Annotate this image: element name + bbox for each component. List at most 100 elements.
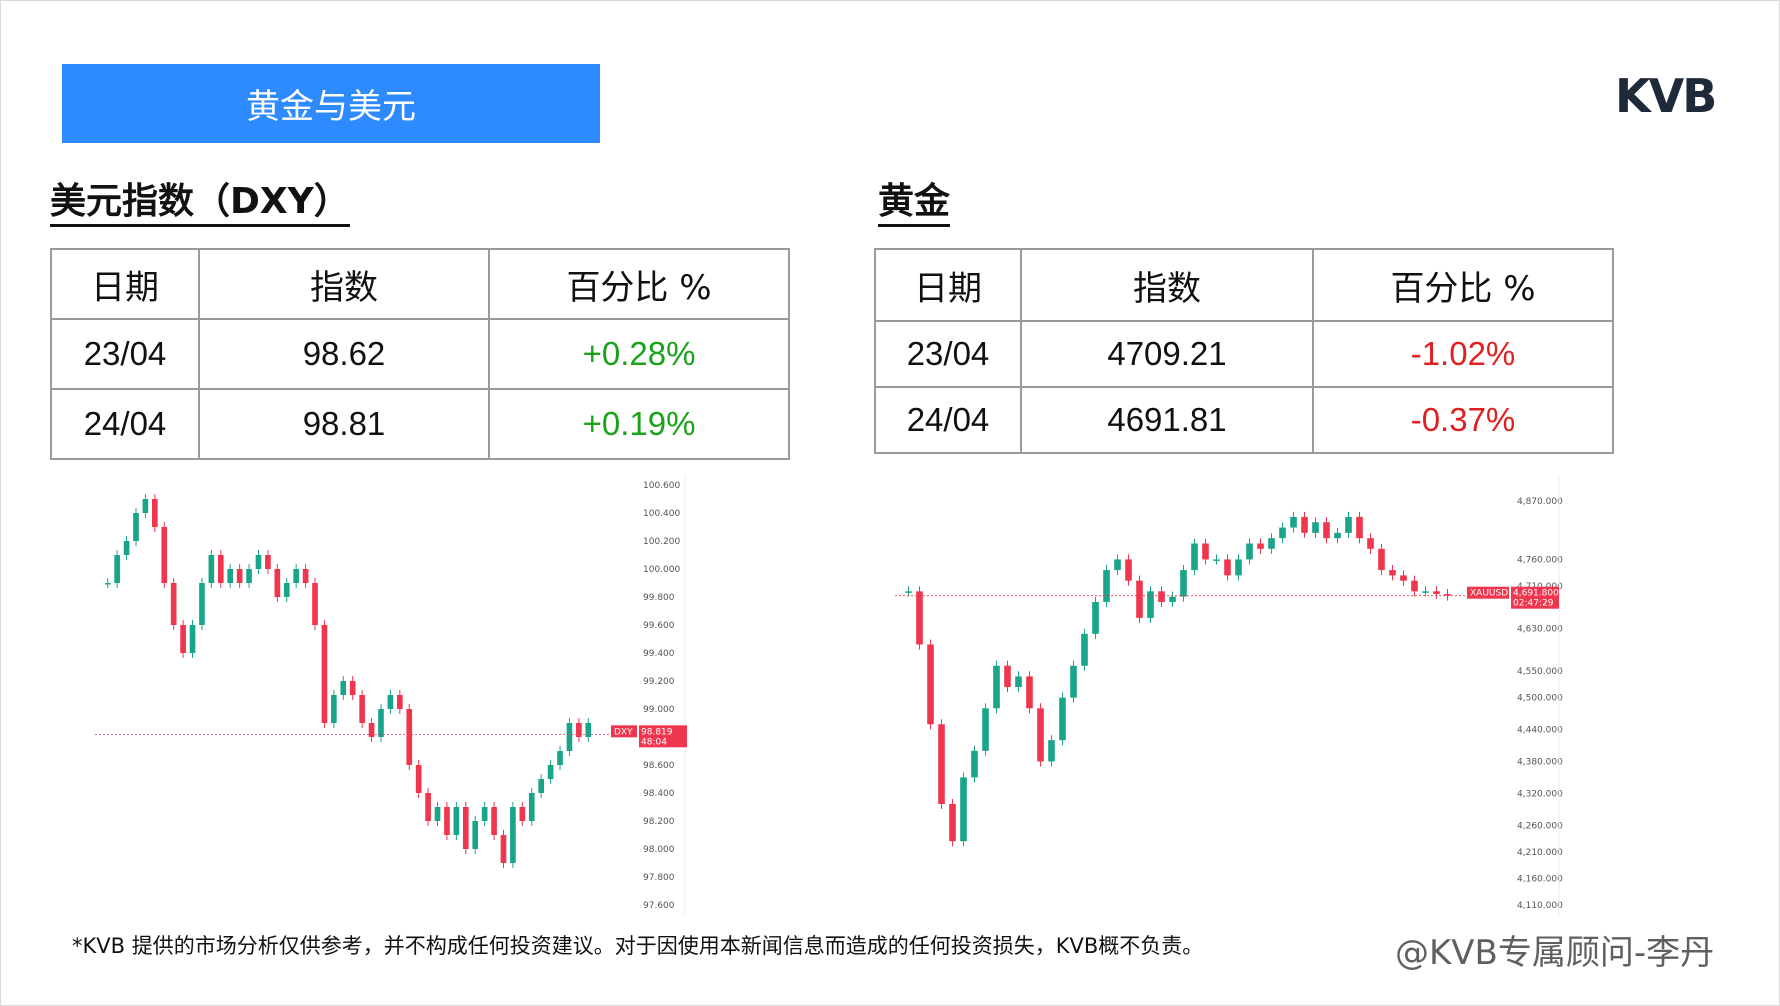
- y-tick-label: 99.800: [643, 593, 675, 603]
- row-date: 23/04: [50, 318, 200, 390]
- y-tick-label: 4,260.000: [1517, 821, 1563, 831]
- candle-body: [425, 793, 431, 821]
- candle-body: [1301, 516, 1308, 533]
- candle-body: [114, 555, 120, 583]
- candle-body: [491, 807, 497, 835]
- candle-body: [1059, 697, 1066, 741]
- gold-table: 日期 指数 百分比 % 23/04 4709.21 -1.02% 24/04 4…: [874, 248, 1614, 454]
- candle-body: [340, 681, 347, 695]
- row-value: 98.62: [198, 318, 490, 390]
- candle-body: [905, 591, 912, 593]
- table-row: 23/04 98.62 +0.28%: [50, 318, 790, 390]
- candle-body: [265, 555, 271, 569]
- candle-body: [1268, 538, 1275, 549]
- candle-body: [538, 779, 544, 793]
- row-value: 4709.21: [1020, 320, 1314, 388]
- candle-body: [1103, 570, 1110, 602]
- candle-body: [993, 665, 1000, 709]
- slide-title-banner: 黄金与美元: [62, 64, 600, 143]
- candle-body: [1224, 559, 1231, 576]
- candle-body: [1169, 596, 1176, 602]
- candle-body: [1334, 532, 1341, 539]
- candle-body: [415, 765, 422, 793]
- candle-body: [585, 723, 592, 737]
- candle-body: [180, 625, 186, 653]
- candle-body: [1202, 543, 1209, 560]
- candle-body: [566, 723, 573, 751]
- y-tick-label: 4,630.000: [1517, 625, 1563, 635]
- candle-body: [576, 723, 582, 737]
- y-tick-label: 98.600: [643, 761, 675, 771]
- candle-body: [227, 569, 234, 583]
- candle-body: [312, 583, 318, 625]
- table-header-row: 日期 指数 百分比 %: [50, 248, 790, 320]
- candle-body: [1246, 543, 1253, 560]
- row-date: 24/04: [50, 388, 200, 460]
- candle-body: [462, 807, 469, 849]
- disclaimer-text: *KVB 提供的市场分析仅供参考，并不构成任何投资建议。对于因使用本新闻信息而造…: [72, 934, 1204, 958]
- candle-body: [1433, 591, 1440, 594]
- candle-body: [397, 695, 403, 709]
- candle-body: [927, 644, 934, 725]
- candle-body: [1004, 665, 1011, 688]
- candle-body: [152, 499, 158, 527]
- y-tick-label: 4,160.000: [1517, 874, 1563, 884]
- candle-body: [104, 583, 111, 585]
- dxy-section-title: 美元指数（DXY）: [50, 180, 350, 227]
- candle-body: [1356, 516, 1363, 539]
- y-tick-label: 4,550.000: [1517, 667, 1563, 677]
- watermark-text: @KVB专属顾问-李丹: [1395, 933, 1715, 973]
- symbol-tag: [1467, 586, 1509, 599]
- candle-body: [1037, 708, 1044, 762]
- candle-body: [444, 807, 450, 835]
- gold-candlestick-chart: 4,870.0004,760.0004,710.0004,630.0004,55…: [895, 475, 1563, 915]
- candle-body: [1147, 591, 1154, 618]
- candle-body: [274, 569, 281, 597]
- candle-body: [1213, 559, 1220, 561]
- candle-body: [547, 765, 554, 779]
- candle-body: [1290, 516, 1297, 528]
- y-tick-label: 4,500.000: [1517, 694, 1563, 704]
- candle-body: [1323, 522, 1330, 539]
- header-index: 指数: [198, 248, 490, 320]
- candle-body: [938, 724, 945, 804]
- row-percent: -0.37%: [1312, 386, 1614, 454]
- candle-body: [1048, 740, 1055, 762]
- candle-body: [1136, 580, 1143, 618]
- candle-body: [1389, 570, 1396, 576]
- candle-body: [246, 569, 252, 583]
- candle-body: [170, 583, 177, 625]
- header-index: 指数: [1020, 248, 1314, 322]
- countdown-label: 02:47:29: [1513, 599, 1554, 609]
- gold-section-title: 黄金: [878, 180, 951, 227]
- candle-body: [949, 803, 956, 842]
- candle-body: [378, 709, 384, 737]
- candle-body: [359, 695, 365, 723]
- candle-body: [1191, 543, 1198, 571]
- y-tick-label: 100.200: [643, 537, 680, 547]
- slide-title: 黄金与美元: [246, 87, 416, 127]
- y-tick-label: 99.200: [643, 677, 675, 687]
- y-tick-label: 4,760.000: [1517, 555, 1563, 565]
- candle-body: [236, 569, 243, 583]
- candle-body: [1400, 575, 1407, 581]
- candle-body: [199, 583, 205, 625]
- candle-body: [1158, 591, 1165, 602]
- candle-body: [1070, 665, 1077, 698]
- candle-body: [1411, 580, 1418, 592]
- header-date: 日期: [874, 248, 1022, 322]
- y-tick-label: 4,440.000: [1517, 726, 1563, 736]
- header-percent: 百分比 %: [488, 248, 790, 320]
- candle-body: [321, 625, 328, 723]
- candle-body: [255, 555, 262, 569]
- candle-body: [1345, 516, 1352, 533]
- candle-body: [519, 807, 526, 821]
- candle-body: [453, 807, 460, 835]
- candle-body: [1422, 591, 1429, 593]
- candle-body: [1257, 543, 1264, 549]
- candle-body: [189, 625, 196, 653]
- last-price-label: 4,691.800: [1513, 589, 1559, 599]
- symbol-tag: [611, 725, 637, 738]
- candle-body: [123, 541, 130, 555]
- dxy-candlestick-chart: 100.600 100.400 100.200 100.000 99.800 99.600…: [95, 475, 687, 915]
